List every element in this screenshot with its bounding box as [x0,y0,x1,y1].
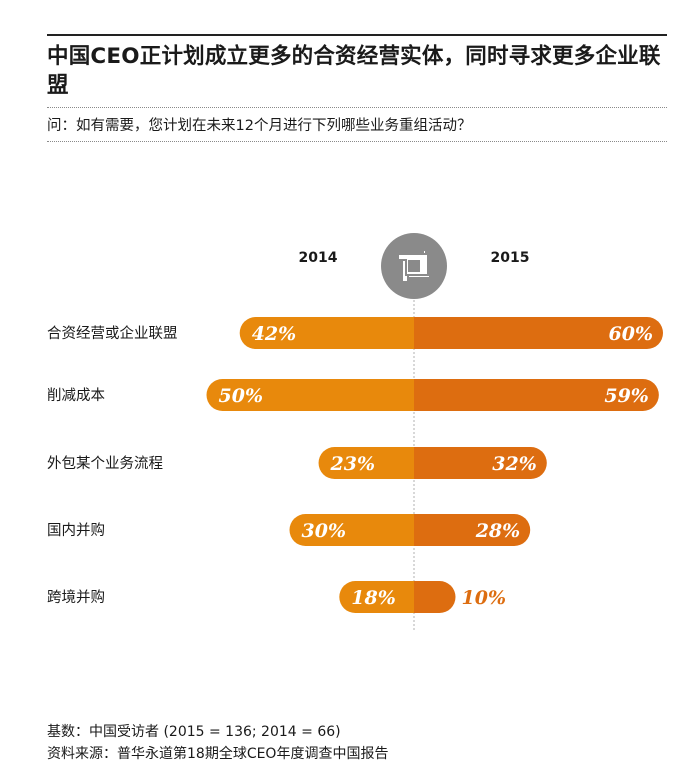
bar-2015 [414,317,663,349]
bar-2014 [239,317,414,349]
category-label: 国内并购 [47,522,105,539]
data-label-2014: 23% [330,453,376,475]
bar-2014 [289,514,414,546]
data-label-2015: 32% [492,453,537,475]
bar-2014 [206,379,414,411]
survey-question: 问：如有需要，您计划在未来12个月进行下列哪些业务重组活动？ [47,118,472,134]
data-label-2014: 42% [252,323,297,345]
title-top-rule [47,34,667,36]
data-label-2014: 30% [302,520,347,542]
data-label-2015: 28% [475,520,521,542]
hands-stacked-icon [381,233,447,299]
series-label-2015: 2015 [491,250,530,266]
title-divider [47,107,667,108]
chart-title: 中国CEO正计划成立更多的合资经营实体，同时寻求更多企业联盟 [47,44,661,98]
bar-2014 [318,447,414,479]
category-label: 削减成本 [47,387,105,404]
bar-2015 [414,581,456,613]
bar-2015 [414,514,531,546]
data-label-2015: 59% [604,385,649,407]
bar-2014 [339,581,414,613]
footer-base: 基数：中国受访者 (2015 = 136; 2014 = 66) [47,724,341,740]
data-label-2014: 50% [219,385,264,407]
category-label: 外包某个业务流程 [47,455,163,472]
bar-2015 [414,447,547,479]
question-divider [47,141,667,142]
data-label-2014: 18% [351,587,396,609]
footer-source: 资料来源：普华永道第18期全球CEO年度调查中国报告 [47,746,389,762]
butterfly-bar-chart: 2014 2015 合资经营或企业联盟 42% 60% 削减成本 50% 59% 外包某个业务流… [47,233,663,632]
bar-2015 [414,379,659,411]
series-label-2014: 2014 [299,250,338,266]
category-label: 跨境并购 [47,588,105,606]
data-label-2015: 10% [462,587,507,609]
category-label: 合资经营或企业联盟 [47,324,178,342]
data-label-2015: 60% [609,323,654,345]
